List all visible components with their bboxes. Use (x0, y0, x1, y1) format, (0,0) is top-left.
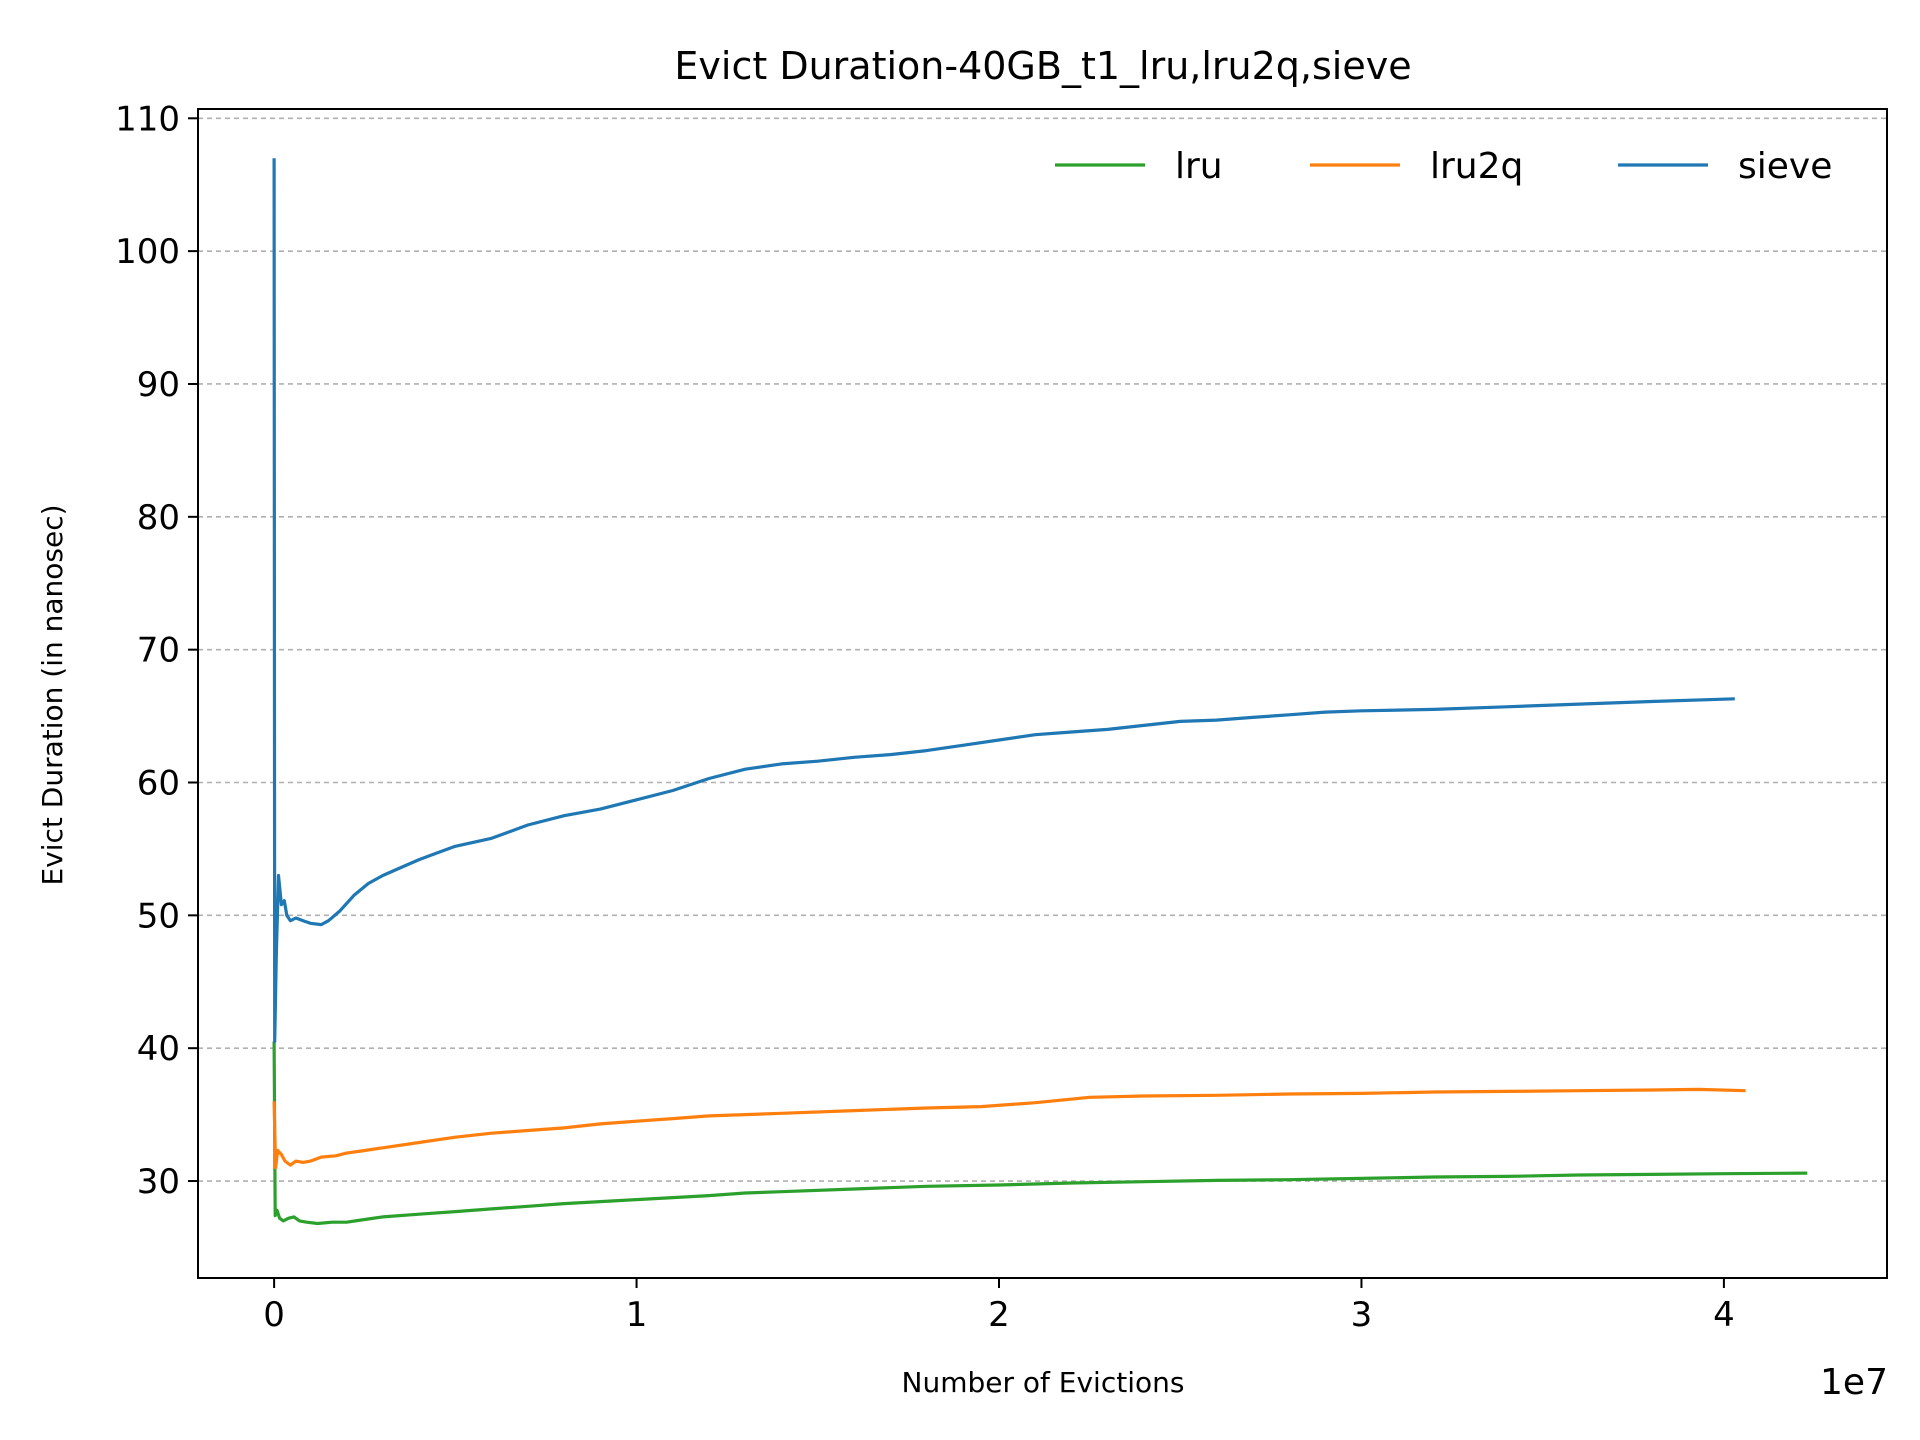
series-line-lru2q (272, 1087, 1746, 1170)
y-tick-label: 60 (137, 764, 180, 804)
grid-layer (198, 117, 1887, 1182)
x-tick-label: 1 (626, 1295, 648, 1335)
series-layer (272, 158, 1808, 1226)
y-tick-label: 50 (137, 896, 180, 936)
x-tick-label: 4 (1713, 1295, 1735, 1335)
y-tick-label: 100 (115, 232, 180, 272)
y-tick-label: 80 (137, 498, 180, 538)
tick-layer: 30 40 50 60 70 80 90 100 110 0 1 2 3 4 (115, 99, 1735, 1335)
series-line-lru (272, 1041, 1808, 1226)
y-tick-label: 90 (137, 365, 180, 405)
legend-label-lru: lru (1175, 146, 1223, 187)
y-tick-label: 70 (137, 631, 180, 671)
legend-label-lru2q: lru2q (1430, 146, 1523, 187)
x-tick-label: 2 (988, 1295, 1010, 1335)
x-tick-label: 0 (263, 1295, 285, 1335)
y-tick-label: 30 (137, 1162, 180, 1202)
y-tick-label: 40 (137, 1029, 180, 1069)
x-axis-offset-text: 1e7 (1820, 1362, 1888, 1403)
chart-title: Evict Duration-40GB_t1_lru,lru2q,sieve (674, 44, 1411, 88)
plot-frame (197, 108, 1888, 1279)
x-tick-label: 3 (1351, 1295, 1373, 1335)
x-axis-label: Number of Evictions (902, 1366, 1185, 1399)
y-axis-label: Evict Duration (in nanosec) (36, 504, 69, 885)
legend-label-sieve: sieve (1738, 146, 1832, 187)
legend: lru lru2q sieve (1055, 146, 1832, 187)
y-tick-label: 110 (115, 99, 180, 139)
series-line-sieve (272, 158, 1735, 1044)
